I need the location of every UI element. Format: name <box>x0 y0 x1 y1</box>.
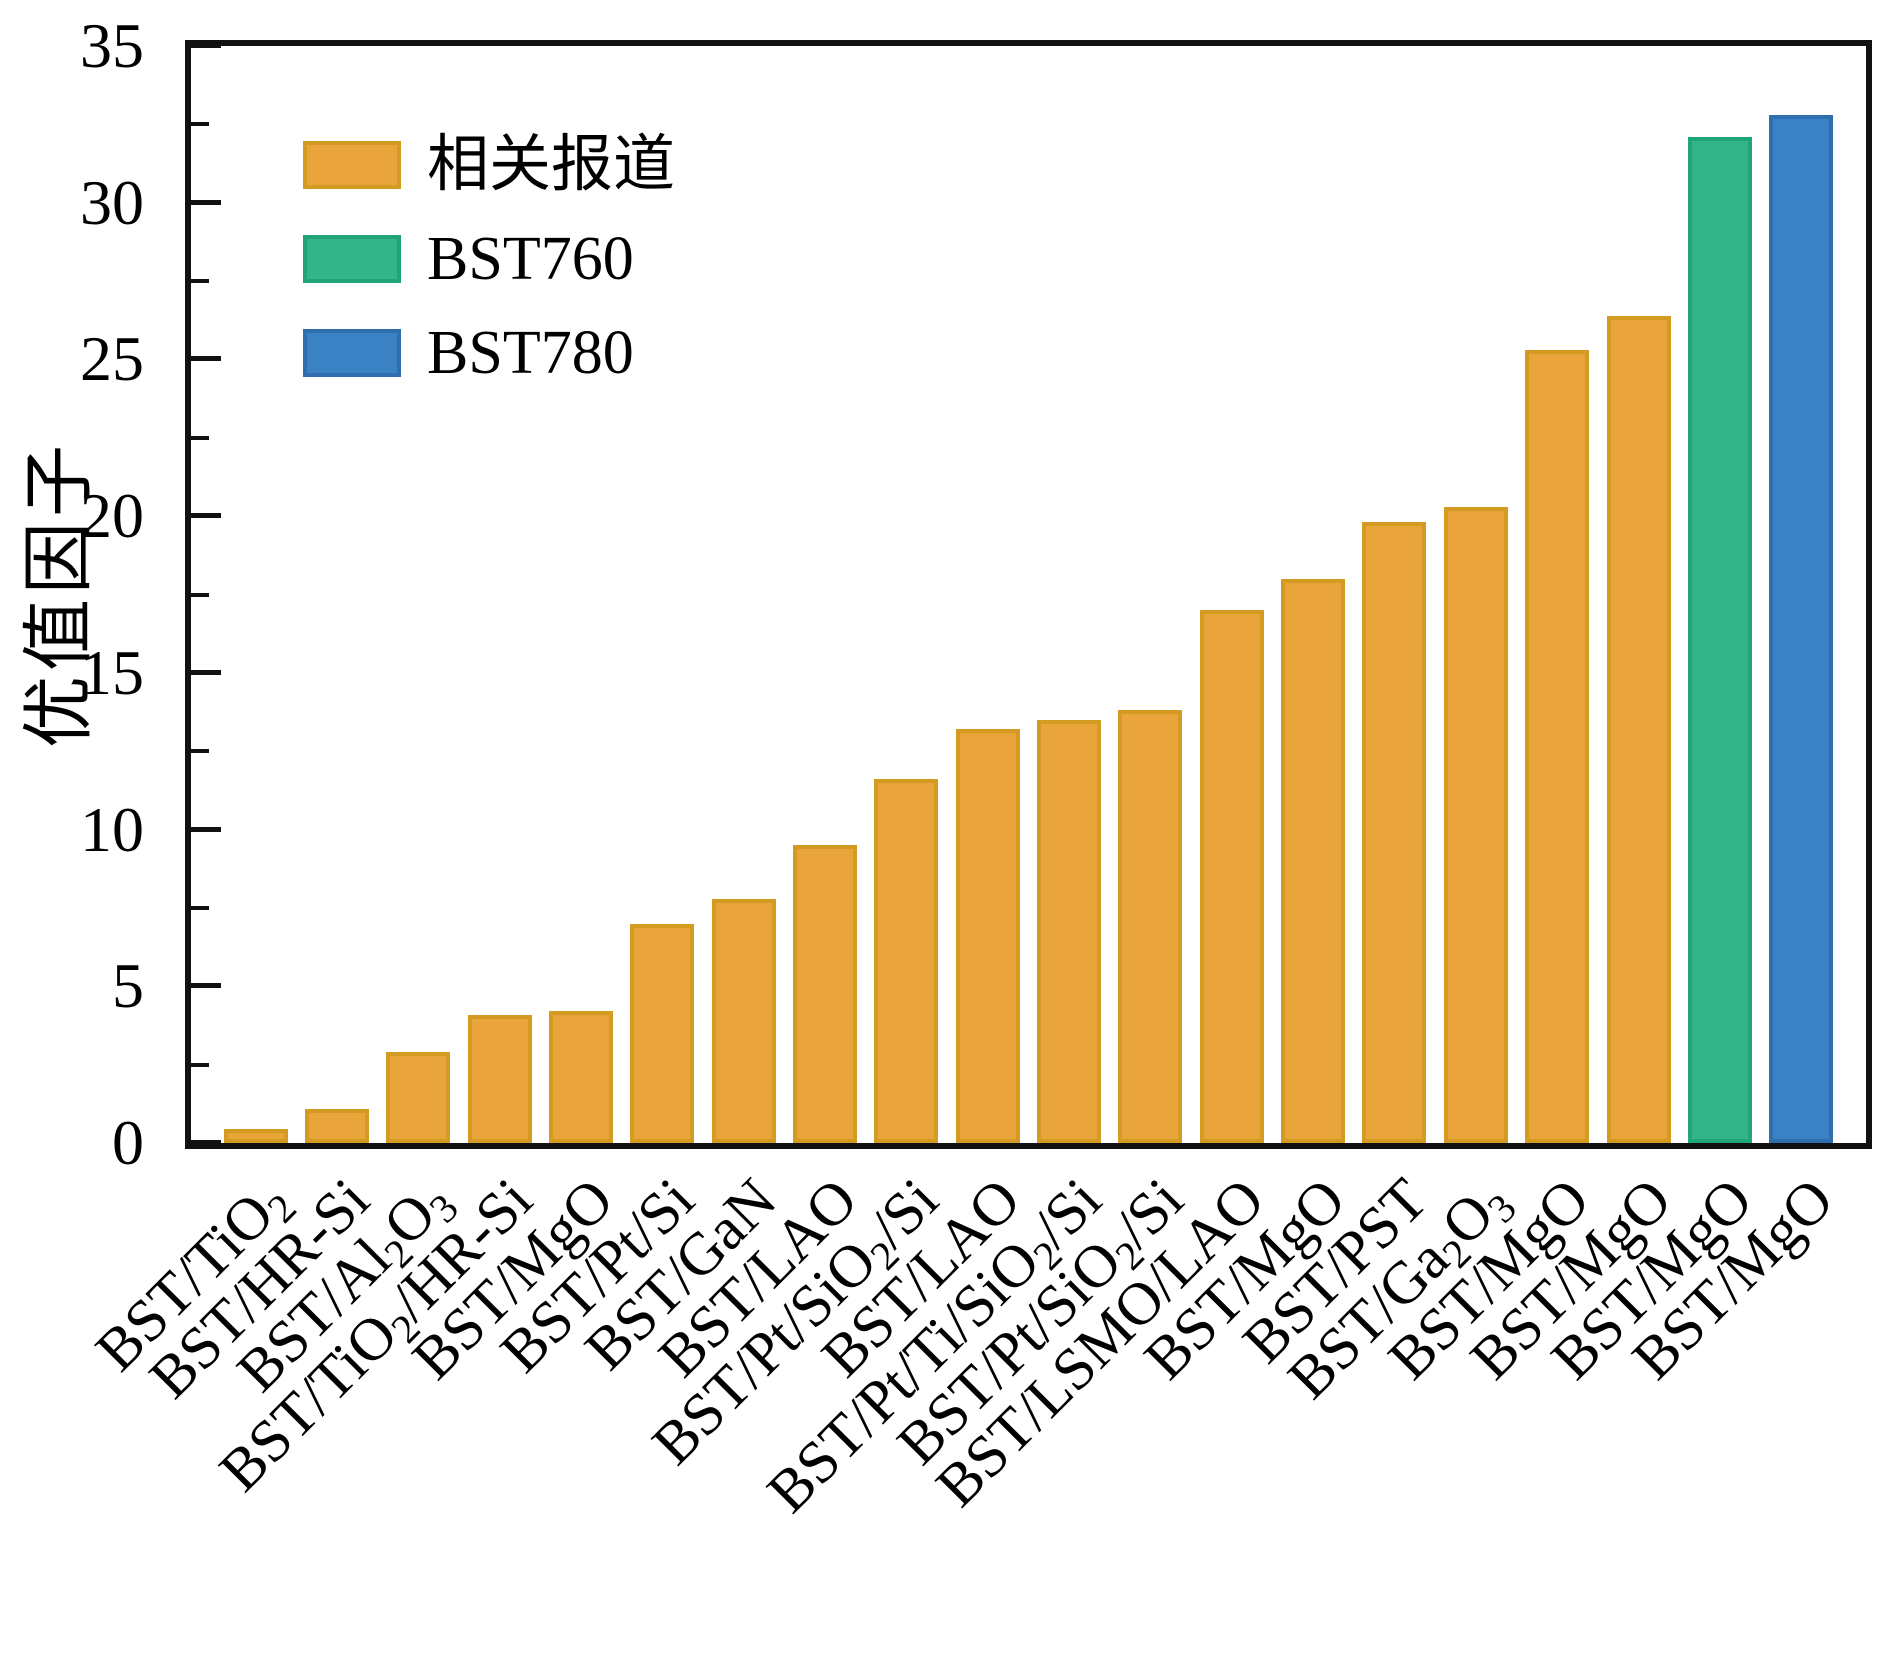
bar-slot-3 <box>378 46 459 1143</box>
bar-slot-8 <box>784 46 865 1143</box>
y-minor-tick-27.5 <box>191 279 209 284</box>
y-major-tick-25 <box>191 356 221 362</box>
bar-slot-2 <box>296 46 377 1143</box>
y-tick-label-0: 0 <box>112 1107 144 1178</box>
bar-slot-15 <box>1354 46 1435 1143</box>
y-major-tick-0 <box>191 1140 221 1145</box>
legend-swatch-3 <box>303 329 401 377</box>
bar-5 <box>549 1011 614 1143</box>
bar-18 <box>1606 315 1671 1143</box>
bar-11 <box>1037 719 1102 1143</box>
bar-19 <box>1687 136 1752 1143</box>
bar-slot-20 <box>1761 46 1842 1143</box>
bar-2 <box>305 1108 370 1143</box>
bar-4 <box>467 1014 532 1143</box>
bar-slot-10 <box>947 46 1028 1143</box>
y-minor-tick-12.5 <box>191 749 209 754</box>
bar-slot-13 <box>1191 46 1272 1143</box>
bar-12 <box>1118 710 1183 1143</box>
legend-row-3: BST780 <box>303 322 675 384</box>
bar-10 <box>955 729 1020 1143</box>
y-tick-label-30: 30 <box>80 166 144 238</box>
legend-label-3: BST780 <box>427 319 634 387</box>
bars-layer <box>191 46 1866 1143</box>
plot-area: 相关报道 BST760 BST780 <box>185 40 1872 1149</box>
x-tick-labels: BST/TiO2 BST/HR-Si BST/Al2O3 BST/TiO2/HR-Si… <box>83 1158 1866 1670</box>
y-ticks-layer <box>191 43 1866 1145</box>
y-minor-tick-7.5 <box>191 905 209 910</box>
bar-slot-1 <box>215 46 296 1143</box>
bar-slot-11 <box>1028 46 1109 1143</box>
y-tick-label-25: 25 <box>80 323 144 395</box>
bar-13 <box>1199 610 1264 1143</box>
y-tick-label-10: 10 <box>80 793 144 865</box>
y-minor-tick-22.5 <box>191 435 209 440</box>
y-tick-label-5: 5 <box>112 950 144 1022</box>
bar-slot-4 <box>459 46 540 1143</box>
y-tick-label-15: 15 <box>80 636 144 708</box>
bar-slot-19 <box>1679 46 1760 1143</box>
y-minor-tick-32.5 <box>191 122 209 127</box>
legend-label-1: 相关报道 <box>427 131 676 199</box>
y-major-tick-10 <box>191 826 221 832</box>
legend-label-2: BST760 <box>427 225 634 293</box>
y-major-tick-5 <box>191 983 221 989</box>
legend-row-2: BST760 <box>303 228 675 290</box>
bar-slot-9 <box>866 46 947 1143</box>
bar-20 <box>1769 114 1834 1143</box>
bar-9 <box>874 779 939 1143</box>
legend-swatch-2 <box>303 235 401 283</box>
bar-8 <box>793 845 858 1143</box>
bar-3 <box>386 1052 451 1143</box>
y-tick-label-20: 20 <box>80 480 144 552</box>
y-minor-tick-2.5 <box>191 1062 209 1067</box>
bar-slot-6 <box>622 46 703 1143</box>
bar-1 <box>223 1128 288 1143</box>
bar-slot-16 <box>1435 46 1516 1143</box>
bar-slot-5 <box>540 46 621 1143</box>
y-minor-tick-17.5 <box>191 592 209 597</box>
bar-15 <box>1362 522 1427 1143</box>
y-major-tick-15 <box>191 669 221 675</box>
bar-slot-18 <box>1598 46 1679 1143</box>
y-major-tick-35 <box>191 43 221 48</box>
bar-14 <box>1281 578 1346 1143</box>
legend-row-1: 相关报道 <box>303 134 675 196</box>
y-major-tick-30 <box>191 199 221 205</box>
legend-swatch-1 <box>303 141 401 189</box>
bar-17 <box>1525 350 1590 1143</box>
bar-16 <box>1443 506 1508 1143</box>
y-tick-label-35: 35 <box>80 10 144 81</box>
bar-slot-7 <box>703 46 784 1143</box>
bar-slot-14 <box>1272 46 1353 1143</box>
bar-7 <box>711 898 776 1143</box>
y-major-tick-20 <box>191 513 221 519</box>
bar-6 <box>630 923 695 1143</box>
bar-slot-12 <box>1110 46 1191 1143</box>
y-tick-labels: 0 5 10 15 20 25 30 35 <box>0 14 158 1175</box>
bar-slot-17 <box>1517 46 1598 1143</box>
legend: 相关报道 BST760 BST780 <box>303 134 675 416</box>
